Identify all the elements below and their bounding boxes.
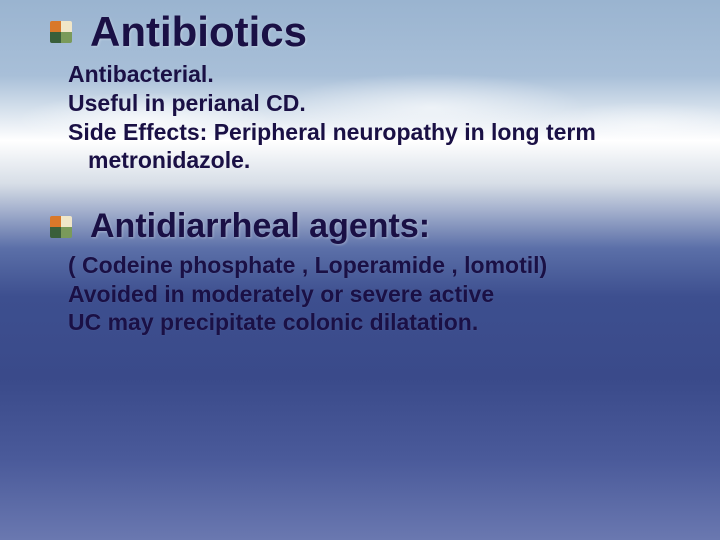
section-2-heading-row: Antidiarrheal agents:: [50, 209, 680, 245]
slide-background: Antibiotics Antibacterial. Useful in per…: [0, 0, 720, 540]
quad-bullet-icon: [50, 216, 72, 238]
section-1-body: Antibacterial. Useful in perianal CD. Si…: [68, 60, 680, 175]
section-2-heading: Antidiarrheal agents:: [90, 209, 430, 245]
section-1-line-2: Useful in perianal CD.: [68, 89, 680, 118]
section-1-line-1: Antibacterial.: [68, 60, 680, 89]
section-1-line-3: Side Effects: Peripheral neuropathy in l…: [68, 118, 680, 176]
section-1-heading-row: Antibiotics: [50, 10, 680, 54]
section-2-line-1: ( Codeine phosphate , Loperamide , lomot…: [68, 251, 680, 280]
section-1-heading: Antibiotics: [90, 10, 307, 54]
section-2-body: ( Codeine phosphate , Loperamide , lomot…: [68, 251, 680, 337]
section-2-line-2: Avoided in moderately or severe active: [68, 280, 680, 309]
quad-bullet-icon: [50, 21, 72, 43]
section-2-line-3: UC may precipitate colonic dilatation.: [68, 308, 680, 337]
slide-content: Antibiotics Antibacterial. Useful in per…: [0, 0, 720, 337]
